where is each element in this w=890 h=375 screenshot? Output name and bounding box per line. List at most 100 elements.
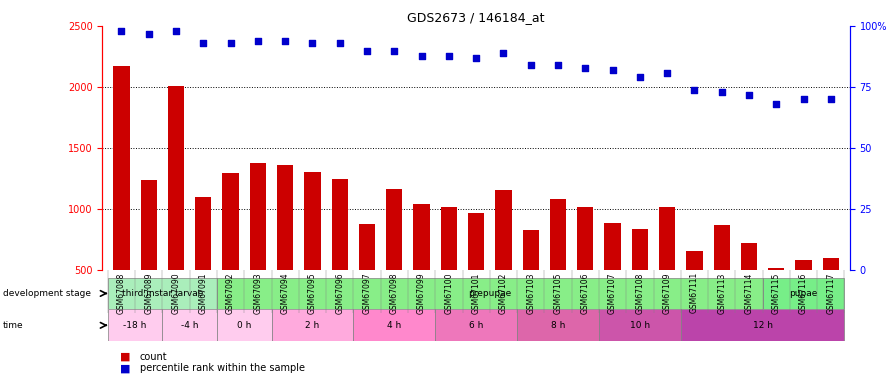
Text: GSM67101: GSM67101: [472, 272, 481, 314]
Bar: [686, 251, 702, 331]
Text: 8 h: 8 h: [551, 321, 565, 330]
Text: GSM67092: GSM67092: [226, 272, 235, 314]
Point: [251, 38, 265, 44]
Text: GSM67109: GSM67109: [663, 272, 672, 314]
Point: [169, 28, 183, 34]
Text: GSM67088: GSM67088: [117, 272, 126, 314]
Point: [687, 87, 701, 93]
Text: third instar larvae: third instar larvae: [122, 289, 203, 298]
Point: [278, 38, 292, 44]
Bar: [550, 199, 566, 331]
Title: GDS2673 / 146184_at: GDS2673 / 146184_at: [408, 11, 545, 24]
Text: GSM67117: GSM67117: [826, 272, 836, 314]
Bar: [271, 309, 353, 341]
Text: GSM67113: GSM67113: [717, 272, 726, 314]
Bar: [108, 278, 217, 309]
Bar: [740, 243, 757, 331]
Text: GSM67093: GSM67093: [254, 272, 263, 314]
Bar: [250, 163, 266, 331]
Bar: [599, 309, 681, 341]
Bar: [822, 258, 839, 331]
Text: GSM67098: GSM67098: [390, 272, 399, 314]
Bar: [659, 207, 676, 331]
Point: [797, 96, 811, 102]
Text: pupae: pupae: [789, 289, 818, 298]
Bar: [714, 225, 730, 331]
Point: [769, 101, 783, 107]
Text: development stage: development stage: [3, 289, 91, 298]
Point: [605, 67, 619, 73]
Bar: [353, 309, 435, 341]
Text: time: time: [3, 321, 23, 330]
Text: GSM67116: GSM67116: [799, 272, 808, 314]
Bar: [332, 178, 348, 331]
Point: [415, 53, 429, 58]
Text: GSM67095: GSM67095: [308, 272, 317, 314]
Point: [742, 92, 756, 98]
Bar: [632, 228, 648, 331]
Text: 6 h: 6 h: [469, 321, 483, 330]
Text: GSM67094: GSM67094: [280, 272, 289, 314]
Bar: [359, 224, 376, 331]
Bar: [168, 86, 184, 331]
Text: percentile rank within the sample: percentile rank within the sample: [140, 363, 304, 373]
Text: GSM67096: GSM67096: [336, 272, 344, 314]
Text: GSM67090: GSM67090: [172, 272, 181, 314]
Point: [142, 31, 156, 37]
Text: ■: ■: [120, 363, 131, 373]
Text: 2 h: 2 h: [305, 321, 320, 330]
Bar: [468, 213, 484, 331]
Text: prepupae: prepupae: [468, 289, 512, 298]
Bar: [522, 230, 539, 331]
Point: [223, 40, 238, 46]
Text: GSM67089: GSM67089: [144, 272, 153, 314]
Bar: [217, 278, 763, 309]
Point: [114, 28, 128, 34]
Bar: [222, 173, 239, 331]
Point: [305, 40, 320, 46]
Text: GSM67114: GSM67114: [745, 272, 754, 314]
Text: GSM67100: GSM67100: [444, 272, 453, 314]
Point: [333, 40, 347, 46]
Point: [196, 40, 210, 46]
Text: -18 h: -18 h: [124, 321, 147, 330]
Text: GSM67091: GSM67091: [198, 272, 207, 314]
Text: GSM67107: GSM67107: [608, 272, 617, 314]
Bar: [517, 309, 599, 341]
Bar: [441, 207, 457, 331]
Text: ■: ■: [120, 352, 131, 362]
Point: [441, 53, 456, 58]
Text: GSM67102: GSM67102: [499, 272, 508, 314]
Bar: [108, 309, 162, 341]
Point: [469, 55, 483, 61]
Text: GSM67105: GSM67105: [554, 272, 562, 314]
Text: 0 h: 0 h: [237, 321, 251, 330]
Bar: [141, 180, 157, 331]
Point: [551, 62, 565, 68]
Text: -4 h: -4 h: [181, 321, 198, 330]
Bar: [195, 197, 212, 331]
Point: [824, 96, 838, 102]
Point: [523, 62, 538, 68]
Text: GSM67115: GSM67115: [772, 272, 781, 314]
Point: [387, 48, 401, 54]
Bar: [113, 66, 130, 331]
Point: [660, 70, 675, 76]
Text: 10 h: 10 h: [630, 321, 650, 330]
Bar: [413, 204, 430, 331]
Point: [633, 74, 647, 81]
Text: 4 h: 4 h: [387, 321, 401, 330]
Bar: [495, 190, 512, 331]
Text: count: count: [140, 352, 167, 362]
Bar: [435, 309, 517, 341]
Bar: [577, 207, 594, 331]
Text: GSM67103: GSM67103: [526, 272, 535, 314]
Bar: [768, 268, 784, 331]
Text: GSM67106: GSM67106: [581, 272, 590, 314]
Bar: [304, 172, 320, 331]
Bar: [217, 309, 271, 341]
Bar: [162, 309, 217, 341]
Bar: [277, 165, 294, 331]
Bar: [796, 260, 812, 331]
Text: GSM67099: GSM67099: [417, 272, 426, 314]
